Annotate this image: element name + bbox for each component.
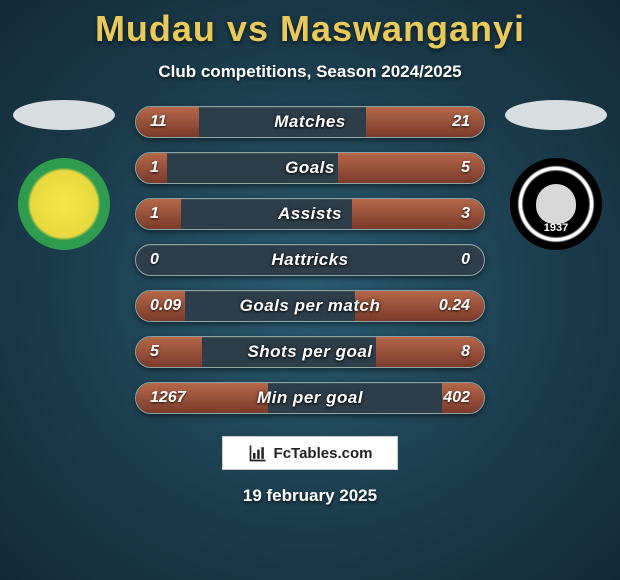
stat-row: 58Shots per goal bbox=[135, 336, 485, 368]
player-right-column: 1937 bbox=[496, 100, 616, 250]
player-left-silhouette bbox=[13, 100, 115, 130]
stats-bars: 1121Matches 15Goals 13Assists 00Hattricks 0.… bbox=[135, 106, 485, 414]
player-right-silhouette bbox=[505, 100, 607, 130]
footer-brand: FcTables.com bbox=[222, 436, 398, 470]
player-left-column bbox=[4, 100, 124, 250]
date-text: 19 february 2025 bbox=[0, 486, 620, 506]
footer-brand-text: FcTables.com bbox=[274, 445, 373, 462]
stat-row: 1267402Min per goal bbox=[135, 382, 485, 414]
stat-row: 13Assists bbox=[135, 198, 485, 230]
stat-label: Goals bbox=[136, 153, 484, 183]
stat-row: 1121Matches bbox=[135, 106, 485, 138]
stat-label: Min per goal bbox=[136, 383, 484, 413]
stat-row: 00Hattricks bbox=[135, 244, 485, 276]
stat-label: Shots per goal bbox=[136, 337, 484, 367]
comparison-area: 1937 1121Matches 15Goals 13Assists 00Hattri… bbox=[0, 106, 620, 414]
stat-label: Hattricks bbox=[136, 245, 484, 275]
page-title: Mudau vs Maswanganyi bbox=[0, 0, 620, 50]
subtitle: Club competitions, Season 2024/2025 bbox=[0, 62, 620, 82]
club-badge-right: 1937 bbox=[510, 158, 602, 250]
club-badge-left bbox=[18, 158, 110, 250]
stat-label: Goals per match bbox=[136, 291, 484, 321]
stat-label: Matches bbox=[136, 107, 484, 137]
stat-row: 0.090.24Goals per match bbox=[135, 290, 485, 322]
club-badge-right-year: 1937 bbox=[544, 222, 568, 234]
stat-row: 15Goals bbox=[135, 152, 485, 184]
chart-icon bbox=[248, 443, 268, 463]
stat-label: Assists bbox=[136, 199, 484, 229]
